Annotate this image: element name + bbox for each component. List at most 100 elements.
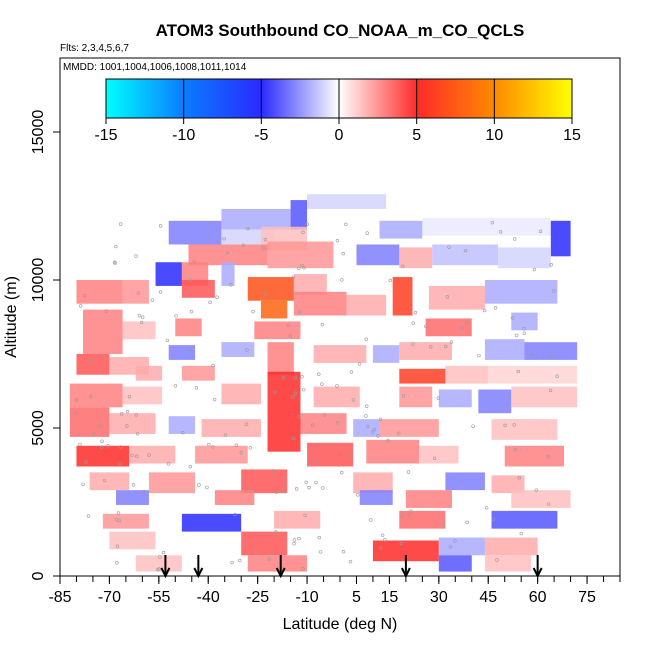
heatmap-cell [346, 294, 387, 316]
heatmap-cell [241, 469, 288, 494]
heatmap-cell [511, 386, 578, 408]
sample-point [74, 398, 79, 402]
sample-point [340, 278, 344, 282]
heatmap-cell [102, 513, 149, 529]
colorbar-tick-label: 15 [563, 127, 581, 144]
sample-point [134, 254, 138, 258]
sample-point [293, 376, 298, 380]
sample-point [291, 395, 295, 399]
heatmap-cell [392, 277, 413, 316]
sample-point [140, 315, 145, 319]
heatmap-cell [69, 407, 110, 437]
heatmap-cell [353, 472, 393, 494]
arrow-marker [275, 555, 286, 579]
sample-point [166, 462, 171, 466]
sample-point [244, 422, 249, 427]
colorbar-tick-label: -10 [172, 127, 195, 144]
heatmap-cells [69, 194, 578, 572]
sample-point [207, 442, 211, 447]
sample-point [135, 432, 140, 436]
sample-point [546, 502, 551, 506]
sample-point [447, 245, 451, 249]
heatmap-cell [478, 389, 512, 414]
heatmap-cell [307, 442, 354, 467]
sample-point [376, 434, 380, 438]
sample-point [356, 249, 360, 253]
x-tick-label: -55 [147, 589, 170, 606]
sample-point [321, 486, 325, 490]
heatmap-cell [399, 247, 433, 269]
sample-point [130, 453, 134, 458]
sample-point [113, 261, 117, 265]
heatmap-cell [372, 345, 400, 363]
sample-point [548, 388, 553, 393]
x-tick-label: 15 [381, 589, 399, 606]
sample-point [291, 436, 296, 441]
heatmap-cell [135, 365, 163, 381]
heatmap-cell [293, 291, 347, 316]
sample-point [317, 372, 321, 376]
sample-point [89, 394, 93, 399]
sample-point [555, 374, 559, 378]
sample-point [116, 511, 121, 515]
sample-point [300, 263, 304, 268]
sample-point [424, 324, 428, 329]
sample-point [282, 489, 286, 494]
heatmap-cell [109, 413, 156, 434]
sample-point [485, 506, 489, 510]
heatmap-cell [491, 510, 558, 529]
heatmap-cell [221, 262, 235, 286]
y-tick-label: 10000 [30, 258, 47, 303]
heatmap-cell [524, 342, 578, 360]
sample-point [302, 266, 306, 270]
x-tick-label: 30 [430, 589, 448, 606]
sample-point [512, 423, 516, 427]
arrow-markers [160, 555, 543, 579]
sample-point [271, 469, 275, 473]
sample-point [498, 230, 503, 234]
colorbar-tick-label: 0 [335, 127, 344, 144]
sample-point [158, 555, 162, 559]
sample-point [223, 433, 228, 437]
sample-point [345, 452, 349, 457]
sample-point [139, 320, 144, 325]
sample-point [369, 518, 373, 522]
heatmap-cell [428, 285, 485, 310]
sample-point [158, 290, 163, 294]
sample-point [482, 308, 487, 313]
sample-point [150, 298, 155, 302]
heatmap-cell [504, 445, 564, 467]
heatmap-cell [247, 555, 308, 572]
heatmap-cell [313, 386, 360, 408]
y-tick-label: 15000 [30, 110, 47, 155]
sample-point [386, 438, 390, 443]
sample-point [89, 358, 93, 363]
sample-point [512, 237, 517, 241]
x-tick-label: -40 [197, 589, 220, 606]
sample-point [291, 275, 296, 279]
sample-point [448, 545, 453, 549]
sample-point [465, 520, 469, 525]
sample-point [233, 512, 237, 517]
sample-point [188, 278, 192, 282]
colorbar-tick-label: 10 [485, 127, 503, 144]
mmdd-label: MMDD: 1001,1004,1006,1008,1011,1014 [63, 62, 247, 73]
sample-point [445, 295, 450, 299]
sample-point [513, 448, 518, 452]
sample-point [340, 470, 344, 475]
sample-point [349, 370, 354, 374]
sample-point [281, 376, 286, 380]
sample-point [493, 306, 498, 310]
sample-point [317, 535, 321, 540]
sample-point [310, 423, 315, 427]
sample-point [380, 533, 385, 538]
sample-point [192, 259, 197, 263]
heatmap-cell [214, 490, 255, 505]
sample-point [211, 445, 215, 449]
heatmap-cell [313, 345, 367, 363]
heatmap-cell [260, 300, 288, 319]
sample-point [522, 331, 527, 335]
sample-point [335, 421, 340, 425]
sample-point [292, 538, 297, 542]
sample-point [301, 567, 305, 571]
